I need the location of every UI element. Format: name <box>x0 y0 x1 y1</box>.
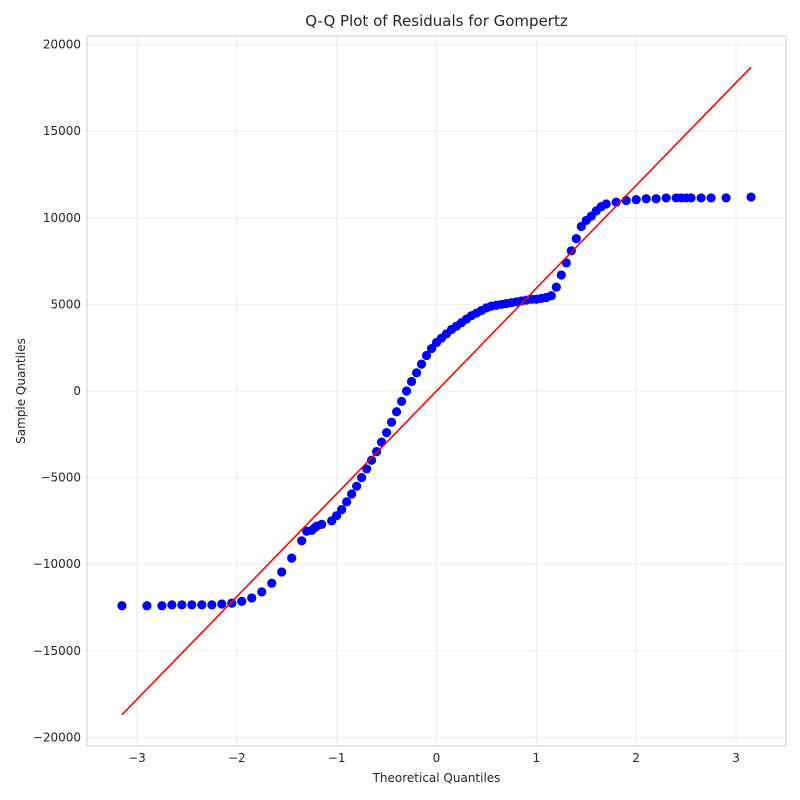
data-point <box>571 234 581 244</box>
data-point <box>641 194 651 204</box>
data-point <box>337 505 347 515</box>
y-tick-label: −15000 <box>33 644 81 658</box>
data-point <box>401 386 412 396</box>
y-tick-label: −20000 <box>33 730 81 744</box>
chart-title: Q-Q Plot of Residuals for Gompertz <box>305 12 568 30</box>
y-tick-label: 10000 <box>43 211 81 225</box>
data-point <box>366 455 377 465</box>
data-point <box>167 600 177 610</box>
data-point <box>197 600 207 610</box>
data-point <box>287 553 297 563</box>
data-point <box>227 598 237 608</box>
y-tick-label: 5000 <box>50 297 81 311</box>
data-point <box>297 536 307 546</box>
data-point <box>651 194 661 204</box>
data-point <box>357 472 367 483</box>
data-point <box>267 578 277 588</box>
x-tick-label: −2 <box>228 751 246 765</box>
y-tick-label: −10000 <box>33 557 81 571</box>
data-point <box>631 195 641 205</box>
data-point <box>237 596 247 607</box>
data-point <box>247 593 257 603</box>
data-point <box>546 291 556 301</box>
data-point <box>426 343 437 354</box>
data-point <box>381 427 392 438</box>
data-point <box>257 587 267 597</box>
data-point <box>661 193 671 203</box>
data-point <box>277 567 287 577</box>
data-point <box>117 601 127 611</box>
reference-line-group <box>121 66 752 716</box>
data-point <box>207 600 217 610</box>
data-point <box>362 464 372 474</box>
data-point <box>342 497 352 507</box>
data-point <box>157 601 167 611</box>
data-point <box>566 246 576 256</box>
y-tick-label: 15000 <box>43 124 81 138</box>
data-point <box>686 193 696 203</box>
data-point <box>217 599 227 609</box>
data-points <box>117 192 756 611</box>
y-tick-label: 0 <box>73 384 81 398</box>
data-point <box>551 282 561 292</box>
x-axis-label: Theoretical Quantiles <box>372 771 501 785</box>
data-point <box>347 489 357 499</box>
x-tick-label: −1 <box>328 751 346 765</box>
data-point <box>721 193 731 203</box>
data-point <box>317 519 327 529</box>
data-point <box>391 407 402 417</box>
data-point <box>352 481 362 491</box>
x-tick-label: 3 <box>732 751 740 765</box>
reference-line <box>121 66 752 716</box>
data-point <box>142 601 152 611</box>
data-point <box>696 193 706 203</box>
data-point <box>416 359 427 369</box>
x-tick-label: 2 <box>632 751 640 765</box>
plot-frame <box>86 35 787 747</box>
data-point <box>332 511 342 521</box>
x-tick-label: 1 <box>533 751 541 765</box>
y-axis-ticks: −20000 −15000 −10000 −5000 0 5000 10000 15000 20… <box>33 38 81 745</box>
y-tick-label: −5000 <box>40 471 81 485</box>
data-point <box>177 600 187 610</box>
grid-lines <box>87 36 786 746</box>
data-point <box>706 193 716 203</box>
data-point <box>601 199 611 209</box>
data-point <box>556 270 566 280</box>
y-tick-label: 20000 <box>43 38 81 52</box>
data-point <box>746 192 756 202</box>
data-point <box>396 396 407 406</box>
x-axis-ticks: −3 −2 −1 0 1 2 3 <box>128 751 740 765</box>
data-point <box>421 350 432 361</box>
data-point <box>576 221 586 232</box>
data-point <box>406 376 417 387</box>
data-point <box>386 417 397 427</box>
data-point <box>411 368 422 378</box>
data-point <box>621 195 631 206</box>
y-axis-label: Sample Quantiles <box>14 338 28 444</box>
data-point <box>187 600 197 610</box>
x-tick-label: 0 <box>433 751 441 765</box>
x-tick-label: −3 <box>128 751 146 765</box>
